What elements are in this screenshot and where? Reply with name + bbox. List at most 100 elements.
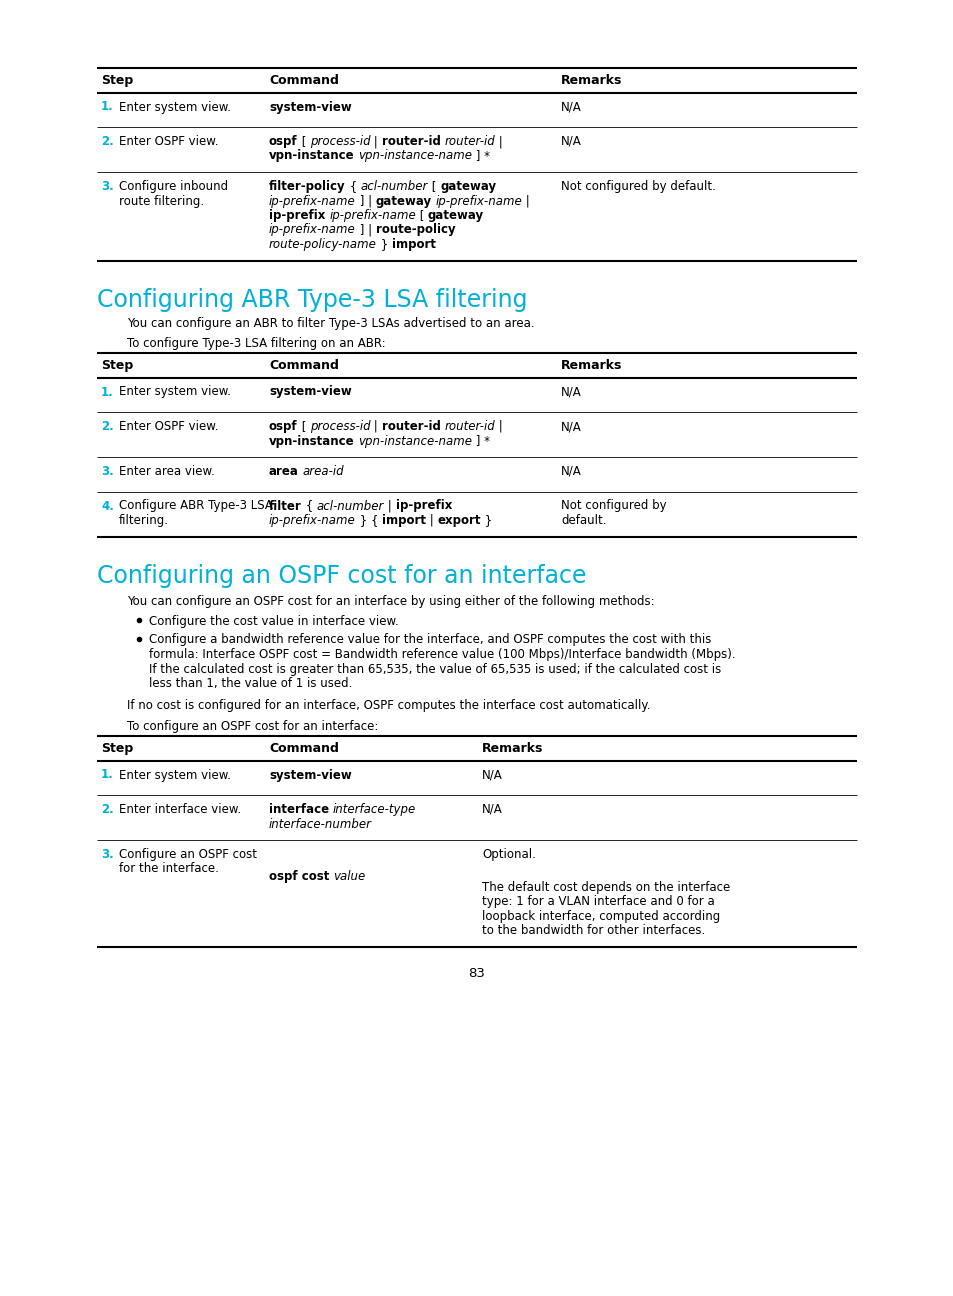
Text: Enter OSPF view.: Enter OSPF view.: [119, 135, 218, 148]
Text: vpn-instance: vpn-instance: [269, 149, 355, 162]
Text: If the calculated cost is greater than 65,535, the value of 65,535 is used; if t: If the calculated cost is greater than 6…: [149, 662, 720, 675]
Text: Configuring an OSPF cost for an interface: Configuring an OSPF cost for an interfac…: [97, 565, 586, 588]
Text: [: [: [428, 180, 439, 193]
Text: Command: Command: [269, 74, 338, 87]
Text: [: [: [416, 209, 428, 222]
Text: process-id: process-id: [310, 135, 370, 148]
Text: Command: Command: [269, 743, 338, 756]
Text: Configure an OSPF cost: Configure an OSPF cost: [119, 848, 256, 861]
Text: ip-prefix-name: ip-prefix-name: [329, 209, 416, 222]
Text: The default cost depends on the interface: The default cost depends on the interfac…: [481, 881, 729, 894]
Text: import: import: [381, 515, 426, 527]
Text: ] *: ] *: [472, 434, 490, 447]
Text: You can configure an ABR to filter Type-3 LSAs advertised to an area.: You can configure an ABR to filter Type-…: [127, 316, 534, 329]
Text: N/A: N/A: [560, 101, 581, 114]
Text: Configure a bandwidth reference value for the interface, and OSPF computes the c: Configure a bandwidth reference value fo…: [149, 634, 711, 647]
Text: area-id: area-id: [302, 465, 344, 478]
Text: Step: Step: [101, 74, 133, 87]
Text: N/A: N/A: [560, 135, 581, 148]
Text: router-id: router-id: [381, 135, 440, 148]
Text: Optional.: Optional.: [481, 848, 536, 861]
Text: interface-number: interface-number: [269, 818, 372, 831]
Text: N/A: N/A: [560, 465, 581, 478]
Text: ospf: ospf: [269, 420, 297, 433]
Text: } {: } {: [355, 515, 381, 527]
Text: ip-prefix-name: ip-prefix-name: [269, 194, 355, 207]
Text: ip-prefix-name: ip-prefix-name: [435, 194, 521, 207]
Text: export: export: [437, 515, 480, 527]
Text: ] |: ] |: [355, 194, 375, 207]
Text: gateway: gateway: [375, 194, 432, 207]
Text: 4.: 4.: [101, 499, 113, 512]
Text: ospf cost: ospf cost: [269, 870, 329, 883]
Text: |: |: [426, 515, 437, 527]
Text: gateway: gateway: [428, 209, 483, 222]
Text: }: }: [376, 238, 392, 251]
Text: loopback interface, computed according: loopback interface, computed according: [481, 910, 720, 923]
Text: Not configured by default.: Not configured by default.: [560, 180, 715, 193]
Text: Configure the cost value in interface view.: Configure the cost value in interface vi…: [149, 616, 398, 629]
Text: Configuring ABR Type-3 LSA filtering: Configuring ABR Type-3 LSA filtering: [97, 289, 527, 312]
Text: formula: Interface OSPF cost = Bandwidth reference value (100 Mbps)/Interface ba: formula: Interface OSPF cost = Bandwidth…: [149, 648, 735, 661]
Text: Remarks: Remarks: [481, 743, 543, 756]
Text: |: |: [521, 194, 530, 207]
Text: Configure inbound: Configure inbound: [119, 180, 228, 193]
Text: To configure an OSPF cost for an interface:: To configure an OSPF cost for an interfa…: [127, 721, 378, 734]
Text: system-view: system-view: [269, 769, 352, 781]
Text: default.: default.: [560, 515, 606, 527]
Text: ] |: ] |: [355, 223, 375, 236]
Text: ip-prefix-name: ip-prefix-name: [269, 515, 355, 527]
Text: interface: interface: [269, 804, 329, 816]
Text: Not configured by: Not configured by: [560, 499, 666, 512]
Text: area: area: [269, 465, 298, 478]
Text: {: {: [345, 180, 360, 193]
Text: 2.: 2.: [101, 420, 113, 433]
Text: router-id: router-id: [444, 420, 495, 433]
Text: Enter system view.: Enter system view.: [119, 769, 231, 781]
Text: route-policy: route-policy: [375, 223, 455, 236]
Text: gateway: gateway: [439, 180, 496, 193]
Text: import: import: [392, 238, 436, 251]
Text: You can configure an OSPF cost for an interface by using either of the following: You can configure an OSPF cost for an in…: [127, 595, 654, 608]
Text: value: value: [333, 870, 365, 883]
Text: Enter OSPF view.: Enter OSPF view.: [119, 420, 218, 433]
Text: N/A: N/A: [560, 420, 581, 433]
Text: system-view: system-view: [269, 385, 352, 398]
Text: router-id: router-id: [444, 135, 495, 148]
Text: 1.: 1.: [101, 769, 113, 781]
Text: for the interface.: for the interface.: [119, 863, 218, 876]
Text: To configure Type-3 LSA filtering on an ABR:: To configure Type-3 LSA filtering on an …: [127, 337, 385, 350]
Text: vpn-instance-name: vpn-instance-name: [358, 434, 472, 447]
Text: 1.: 1.: [101, 385, 113, 398]
Text: acl-number: acl-number: [316, 499, 384, 512]
Text: Remarks: Remarks: [560, 74, 621, 87]
Text: to the bandwidth for other interfaces.: to the bandwidth for other interfaces.: [481, 924, 704, 937]
Text: |: |: [384, 499, 395, 512]
Text: |: |: [370, 135, 381, 148]
Text: If no cost is configured for an interface, OSPF computes the interface cost auto: If no cost is configured for an interfac…: [127, 700, 650, 713]
Text: 3.: 3.: [101, 465, 113, 478]
Text: |: |: [495, 135, 502, 148]
Text: Step: Step: [101, 359, 133, 372]
Text: [: [: [297, 135, 310, 148]
Text: N/A: N/A: [481, 804, 502, 816]
Text: filtering.: filtering.: [119, 515, 169, 527]
Text: vpn-instance-name: vpn-instance-name: [358, 149, 472, 162]
Text: {: {: [301, 499, 316, 512]
Text: filter-policy: filter-policy: [269, 180, 345, 193]
Text: less than 1, the value of 1 is used.: less than 1, the value of 1 is used.: [149, 677, 352, 689]
Text: Step: Step: [101, 743, 133, 756]
Text: type: 1 for a VLAN interface and 0 for a: type: 1 for a VLAN interface and 0 for a: [481, 896, 714, 908]
Text: |: |: [495, 420, 502, 433]
Text: 1.: 1.: [101, 101, 113, 114]
Text: 3.: 3.: [101, 848, 113, 861]
Text: route filtering.: route filtering.: [119, 194, 204, 207]
Text: process-id: process-id: [310, 420, 370, 433]
Text: Enter system view.: Enter system view.: [119, 101, 231, 114]
Text: [: [: [297, 420, 310, 433]
Text: ip-prefix: ip-prefix: [269, 209, 325, 222]
Text: Enter interface view.: Enter interface view.: [119, 804, 241, 816]
Text: ] *: ] *: [472, 149, 490, 162]
Text: router-id: router-id: [381, 420, 440, 433]
Text: ip-prefix: ip-prefix: [395, 499, 452, 512]
